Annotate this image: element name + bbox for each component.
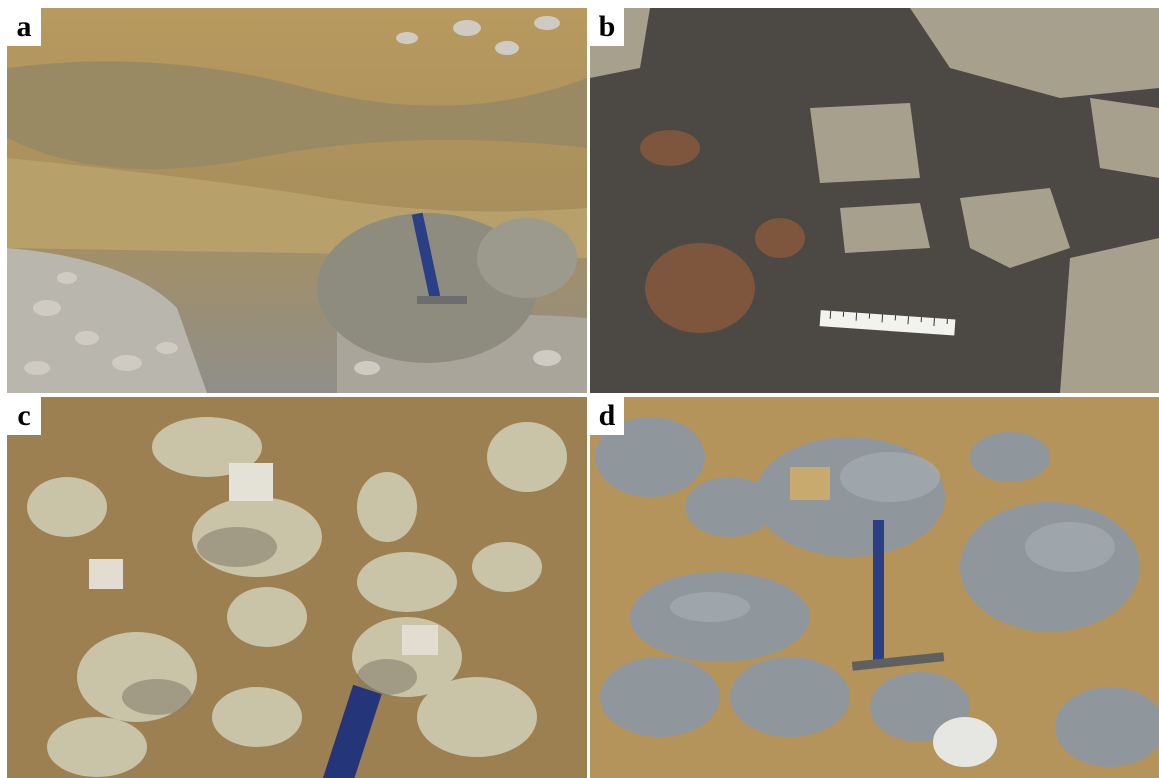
panel-b-photo [590, 8, 1159, 393]
panel-label-a: a [7, 8, 41, 46]
panel-d: d [590, 397, 1159, 778]
scale-ruler [819, 310, 956, 336]
panel-label-b: b [590, 8, 624, 46]
panel-b: b [590, 8, 1159, 393]
panel-a: a [7, 8, 587, 393]
panel-label-d: d [590, 397, 624, 435]
panel-a-photo [7, 8, 587, 393]
panel-d-photo [590, 397, 1159, 778]
panel-label-c: c [7, 397, 41, 435]
panel-c-photo [7, 397, 587, 778]
panel-c: c [7, 397, 587, 778]
